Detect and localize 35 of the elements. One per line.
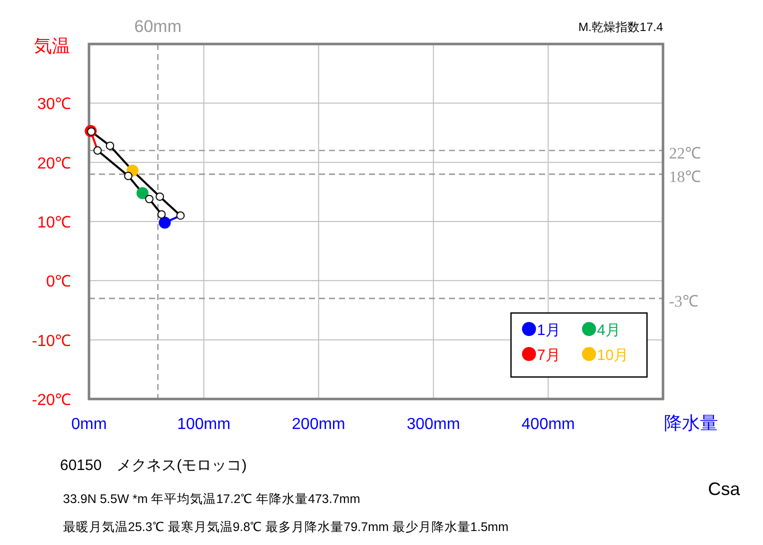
ref-line-label: 60mm xyxy=(134,17,182,36)
y-tick-label: 20℃ xyxy=(37,155,71,172)
text: 33.9N 5.5W *m 年平均気温17.2℃ 年降水量473.7mm xyxy=(63,492,360,506)
point xyxy=(176,211,185,220)
point xyxy=(158,216,171,229)
legend-label: 10月 xyxy=(597,347,629,364)
ref-line-label: 22℃ xyxy=(669,146,701,162)
legend-label: 4月 xyxy=(597,322,620,339)
point xyxy=(136,187,148,200)
x-tick-label: 0mm xyxy=(71,416,107,433)
point xyxy=(106,142,114,150)
y-tick-label: 0℃ xyxy=(46,274,71,291)
x-tick-label: 200mm xyxy=(292,416,346,433)
text: 60150 メクネス(モロッコ) xyxy=(60,457,247,474)
x-tick-label: 100mm xyxy=(177,416,230,433)
text: Csa xyxy=(708,479,741,499)
x-tick-label: 400mm xyxy=(522,416,575,433)
point xyxy=(156,192,164,201)
ref-line-label: 18℃ xyxy=(669,169,701,186)
text: 最暖月気温25.3℃ 最寒月気温9.8℃ 最多月降水量79.7mm 最少月降水量1.5mm xyxy=(63,519,508,534)
point xyxy=(157,210,166,219)
y-tick-label: 10℃ xyxy=(37,214,71,232)
point xyxy=(93,146,102,155)
legend-label: 7月 xyxy=(537,347,560,364)
point xyxy=(145,194,154,204)
point xyxy=(124,172,132,180)
y-tick-label: 30℃ xyxy=(37,96,71,114)
legend-label: 1月 xyxy=(537,322,560,339)
y-axis-title: 気温 xyxy=(34,36,70,56)
y-tick-label: -20℃ xyxy=(32,392,71,409)
y-tick-label: -10℃ xyxy=(32,332,71,350)
x-tick-label: 300mm xyxy=(406,416,460,433)
ref-line-label: -3℃ xyxy=(669,293,698,310)
x-axis-title: 降水量 xyxy=(664,413,718,433)
text: M.乾燥指数17.4 xyxy=(578,20,664,34)
